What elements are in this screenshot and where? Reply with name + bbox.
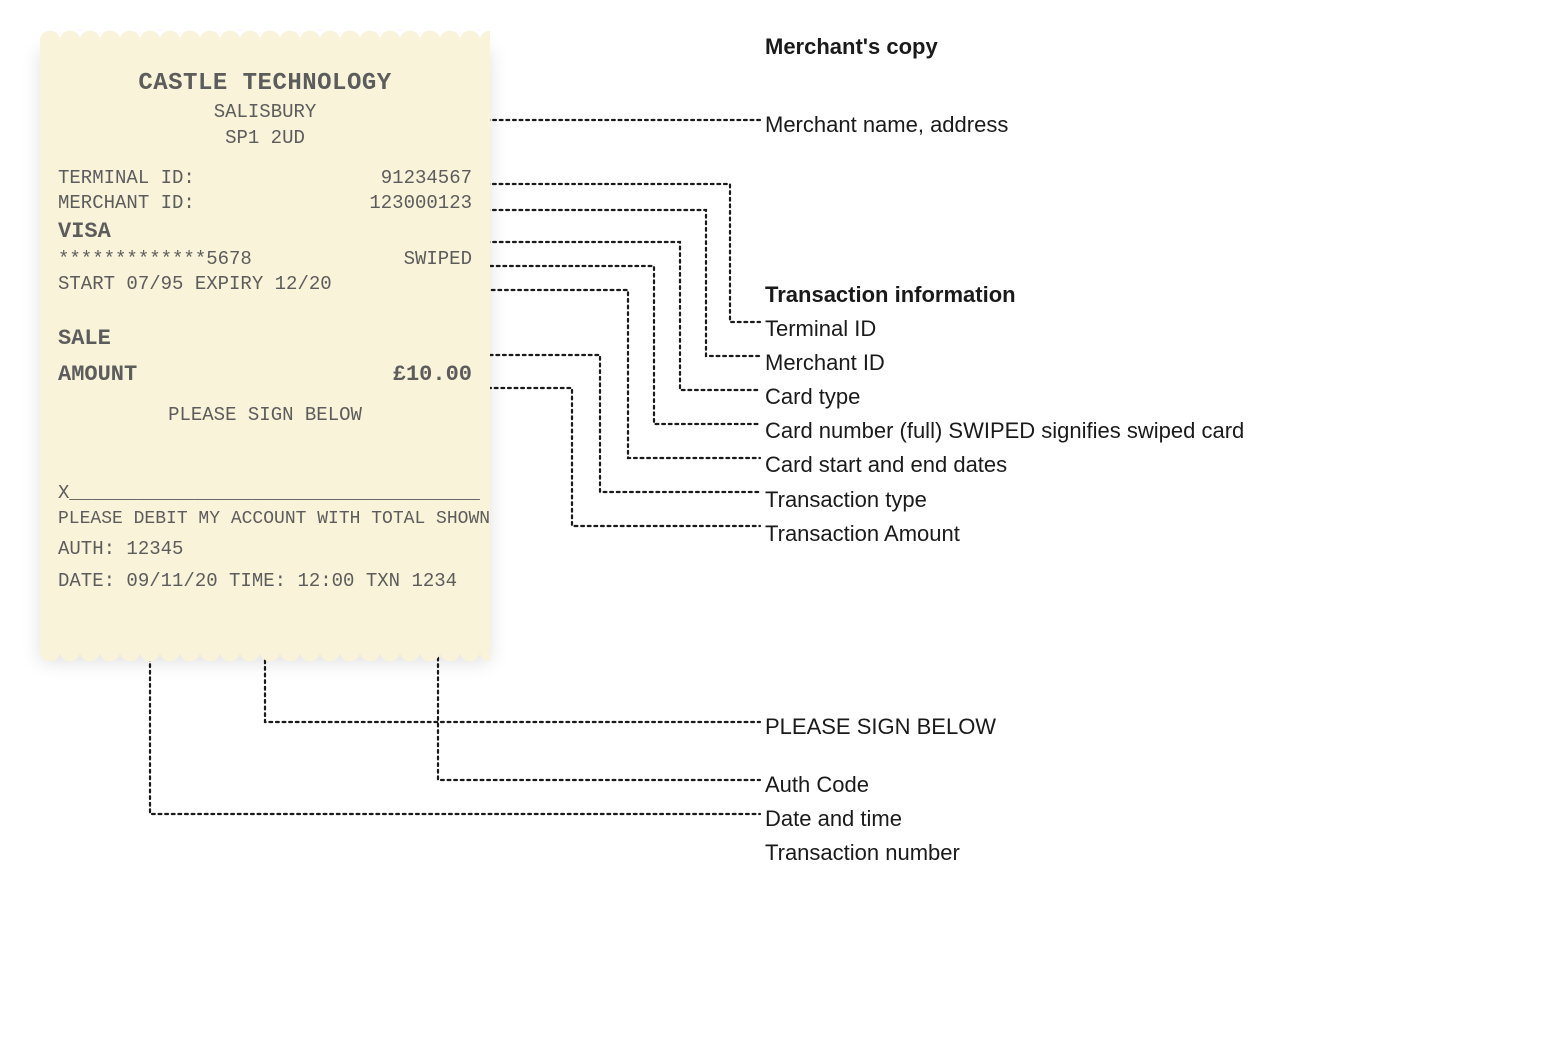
debit-statement: PLEASE DEBIT MY ACCOUNT WITH TOTAL SHOWN [58, 507, 472, 531]
merchant-id-value: 123000123 [369, 191, 472, 217]
terminal-id-row: TERMINAL ID: 91234567 [58, 166, 472, 192]
annotation-card-number: Card number (full) SWIPED signifies swip… [765, 414, 1244, 448]
entry-mode: SWIPED [404, 247, 472, 273]
annotation-txn-amount: Transaction Amount [765, 517, 1244, 551]
connector-line [444, 266, 760, 424]
diagram-stage: CASTLE TECHNOLOGY SALISBURY SP1 2UD TERM… [0, 0, 1546, 1044]
annotation-footer-block: Auth Code Date and time Transaction numb… [765, 768, 960, 870]
annotation-sign-below: PLEASE SIGN BELOW [765, 710, 996, 744]
annotation-merchant-id: Merchant ID [765, 346, 1244, 380]
merchant-city: SALISBURY [58, 100, 472, 126]
card-type: VISA [58, 217, 472, 247]
amount-row: AMOUNT £10.00 [58, 360, 472, 390]
annotation-terminal-id: Terminal ID [765, 312, 1244, 346]
annotation-copy-title: Merchant's copy [765, 30, 938, 64]
merchant-name: CASTLE TECHNOLOGY [58, 68, 472, 100]
annotation-merchant-addr: Merchant name, address [765, 108, 1008, 142]
annotation-txn-type: Transaction type [765, 483, 1244, 517]
card-dates: START 07/95 EXPIRY 12/20 [58, 272, 472, 298]
connector-line [460, 210, 760, 356]
transaction-type: SALE [58, 324, 472, 354]
annotation-card-dates: Card start and end dates [765, 448, 1244, 482]
receipt: CASTLE TECHNOLOGY SALISBURY SP1 2UD TERM… [40, 40, 490, 652]
annotation-transaction-block: Transaction information Terminal ID Merc… [765, 278, 1244, 551]
card-number-row: *************5678 SWIPED [58, 247, 472, 273]
card-number-masked: *************5678 [58, 247, 252, 273]
auth-line: AUTH: 12345 [58, 537, 472, 563]
annotation-card-type: Card type [765, 380, 1244, 414]
annotation-txn-number: Transaction number [765, 836, 960, 870]
sign-prompt: PLEASE SIGN BELOW [58, 403, 472, 429]
amount-label: AMOUNT [58, 360, 137, 390]
amount-value: £10.00 [393, 360, 472, 390]
merchant-postcode: SP1 2UD [58, 126, 472, 152]
annotation-auth-code: Auth Code [765, 768, 960, 802]
annotation-section-title: Transaction information [765, 278, 1244, 312]
connector-line [460, 184, 760, 322]
terminal-id-label: TERMINAL ID: [58, 166, 195, 192]
footer-line: DATE: 09/11/20 TIME: 12:00 TXN 1234 [58, 569, 472, 595]
terminal-id-value: 91234567 [381, 166, 472, 192]
signature-line: X____________________________________ [58, 481, 472, 507]
merchant-id-label: MERCHANT ID: [58, 191, 195, 217]
annotation-date-time: Date and time [765, 802, 960, 836]
merchant-id-row: MERCHANT ID: 123000123 [58, 191, 472, 217]
